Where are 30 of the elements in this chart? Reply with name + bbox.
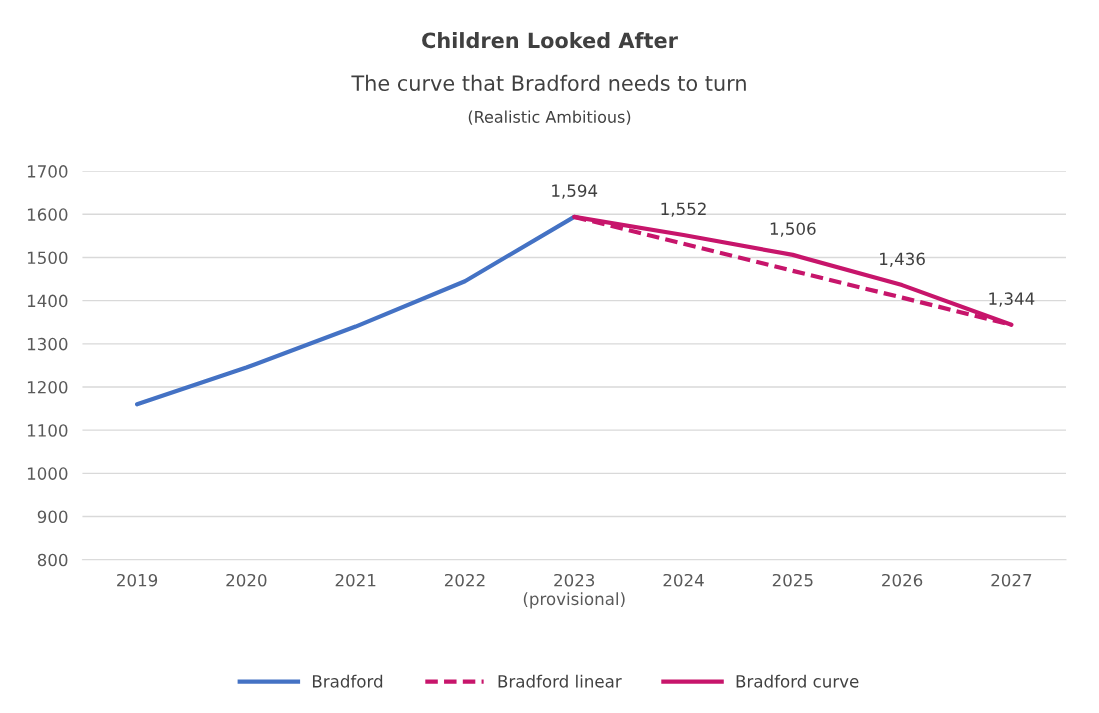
y-tick-label: 1100 xyxy=(27,424,68,437)
y-tick-label: 1200 xyxy=(27,380,68,394)
line-series xyxy=(134,214,577,407)
x-tick-label: 2022 xyxy=(444,573,485,587)
y-tick-label: 1400 xyxy=(27,294,68,308)
data-label: 1,436 xyxy=(880,252,925,267)
chart-subtitle: The curve that Bradford needs to turn (Realistic Ambitious) xyxy=(351,74,746,125)
x-tick-label: 2025 xyxy=(772,573,813,587)
legend-label: Bradford xyxy=(312,674,383,688)
y-tick-label: 1600 xyxy=(27,208,68,221)
data-label: 1,344 xyxy=(989,292,1035,307)
legend-label: Bradford curve xyxy=(736,674,859,688)
data-label: 1,506 xyxy=(770,222,816,237)
y-tick-label: 1700 xyxy=(27,165,68,178)
legend-label: Bradford linear xyxy=(498,674,622,688)
y-tick-label: 1500 xyxy=(27,251,68,265)
y-tick-label: 1300 xyxy=(27,337,68,351)
x-tick-label: 2027 xyxy=(991,573,1032,587)
x-tick-label: 2023 (provisional) xyxy=(523,573,625,609)
chart-title: Children Looked After xyxy=(422,32,678,49)
x-tick-label: 2024 xyxy=(663,573,704,587)
y-tick-label: 900 xyxy=(37,510,68,524)
y-tick-label: 1000 xyxy=(27,467,68,480)
x-tick-label: 2021 xyxy=(335,573,376,587)
x-tick-label: 2019 xyxy=(117,573,158,587)
data-label: 1,594 xyxy=(552,184,598,199)
x-tick-label: 2026 xyxy=(882,573,923,587)
y-tick-label: 800 xyxy=(37,553,68,567)
x-tick-label: 2020 xyxy=(226,573,267,587)
data-label: 1,552 xyxy=(661,202,706,217)
